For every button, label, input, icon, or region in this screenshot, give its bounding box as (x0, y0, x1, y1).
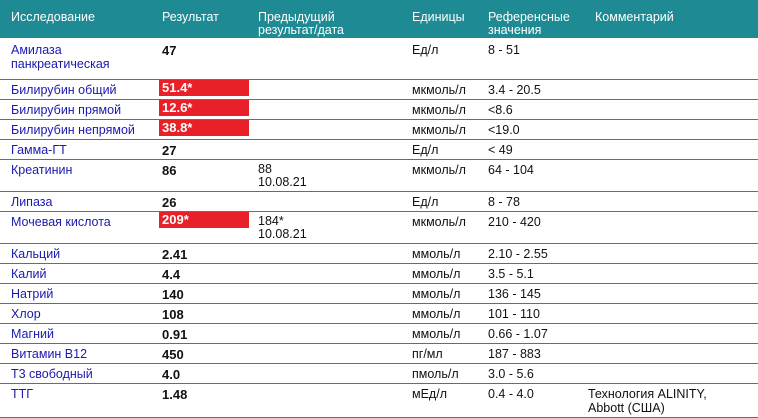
result-value: 26 (162, 195, 177, 210)
test-name-line2: панкреатическая (11, 57, 110, 71)
header-reference-line1: Референсные (488, 10, 570, 24)
header-comment: Комментарий (595, 10, 674, 24)
result-value: 450 (162, 347, 184, 362)
test-name: Липаза (11, 195, 53, 209)
table-row: Магний 0.91 ммоль/л 0.66 - 1.07 (0, 324, 758, 344)
table-header: Исследование Результат Предыдущий резуль… (0, 0, 758, 38)
result-value-flagged: 38.8* (159, 120, 249, 136)
table-row: Калий 4.4 ммоль/л 3.5 - 5.1 (0, 264, 758, 284)
table-row: Т3 свободный 4.0 пмоль/л 3.0 - 5.6 (0, 364, 758, 384)
previous-result: 184* (258, 214, 284, 228)
unit: мкмоль/л (412, 215, 466, 229)
test-name: Билирубин непрямой (11, 123, 135, 137)
unit: пг/мл (412, 347, 443, 361)
reference-range: 3.0 - 5.6 (488, 367, 534, 381)
reference-range: 2.10 - 2.55 (488, 247, 548, 261)
test-name: Гамма-ГТ (11, 143, 67, 157)
header-previous-line1: Предыдущий (258, 10, 335, 24)
table-row: Амилаза панкреатическая 47 Ед/л 8 - 51 (0, 40, 758, 80)
test-name: Кальций (11, 247, 61, 261)
table-row: Билирубин общий 51.4* мкмоль/л 3.4 - 20.5 (0, 80, 758, 100)
result-value: 2.41 (162, 247, 188, 262)
result-value: 140 (162, 287, 184, 302)
header-test: Исследование (11, 10, 95, 24)
unit: мкмоль/л (412, 83, 466, 97)
reference-range: 0.66 - 1.07 (488, 327, 548, 341)
unit: ммоль/л (412, 267, 461, 281)
reference-range: 8 - 51 (488, 43, 520, 57)
header-previous-line2: результат/дата (258, 23, 344, 37)
table-row: Гамма-ГТ 27 Ед/л < 49 (0, 140, 758, 160)
result-value: 108 (162, 307, 184, 322)
test-name: Калий (11, 267, 47, 281)
reference-range: 64 - 104 (488, 163, 534, 177)
unit: пмоль/л (412, 367, 459, 381)
unit: ммоль/л (412, 327, 461, 341)
result-value: 1.48 (162, 387, 188, 402)
result-value-flagged: 209* (159, 212, 249, 228)
header-reference: Референсные значения (488, 11, 570, 37)
unit: мкмоль/л (412, 123, 466, 137)
reference-range: 3.5 - 5.1 (488, 267, 534, 281)
test-name: Витамин В12 (11, 347, 88, 361)
test-name: Креатинин (11, 163, 73, 177)
reference-range: 101 - 110 (488, 307, 540, 321)
reference-range: <8.6 (488, 103, 513, 117)
reference-range: < 49 (488, 143, 513, 157)
result-value: 4.4 (162, 267, 181, 282)
reference-range: 8 - 78 (488, 195, 520, 209)
result-value: 0.91 (162, 327, 188, 342)
previous-date: 10.08.21 (258, 227, 307, 241)
unit: ммоль/л (412, 307, 461, 321)
unit: Ед/л (412, 195, 439, 209)
reference-range: 210 - 420 (488, 215, 541, 229)
table-row: Кальций 2.41 ммоль/л 2.10 - 2.55 (0, 244, 758, 264)
previous-date: 10.08.21 (258, 175, 307, 189)
table-row: ТТГ 1.48 мЕд/л 0.4 - 4.0 Технология ALINITY,… (0, 384, 758, 418)
table-row: Мочевая кислота 209* 184* 10.08.21 мкмоль/л 2… (0, 212, 758, 244)
test-name: ТТГ (11, 387, 34, 401)
result-value-flagged: 12.6* (159, 100, 249, 116)
reference-range: 0.4 - 4.0 (488, 387, 534, 401)
reference-range: 136 - 145 (488, 287, 541, 301)
unit: Ед/л (412, 43, 439, 57)
table-row: Натрий 140 ммоль/л 136 - 145 (0, 284, 758, 304)
unit: мкмоль/л (412, 163, 466, 177)
result-value: 27 (162, 143, 177, 158)
comment-line2: Abbott (США) (588, 401, 665, 415)
header-result: Результат (162, 10, 219, 24)
table-row: Билирубин прямой 12.6* мкмоль/л <8.6 (0, 100, 758, 120)
table-row: Витамин В12 450 пг/мл 187 - 883 (0, 344, 758, 364)
unit: мЕд/л (412, 387, 447, 401)
result-value: 86 (162, 163, 177, 178)
reference-range: <19.0 (488, 123, 520, 137)
test-name: Хлор (11, 307, 41, 321)
header-units: Единицы (412, 10, 465, 24)
previous-result: 88 (258, 162, 272, 176)
table-row: Креатинин 86 88 10.08.21 мкмоль/л 64 - 104 (0, 160, 758, 192)
header-reference-line2: значения (488, 23, 542, 37)
test-name: Натрий (11, 287, 54, 301)
unit: ммоль/л (412, 247, 461, 261)
table-row: Билирубин непрямой 38.8* мкмоль/л <19.0 (0, 120, 758, 140)
header-previous: Предыдущий результат/дата (258, 11, 344, 37)
result-value: 47 (162, 43, 177, 58)
unit: Ед/л (412, 143, 439, 157)
test-name: Мочевая кислота (11, 215, 111, 229)
test-name: Т3 свободный (11, 367, 93, 381)
result-value-flagged: 51.4* (159, 80, 249, 96)
reference-range: 187 - 883 (488, 347, 541, 361)
unit: мкмоль/л (412, 103, 466, 117)
test-name: Билирубин прямой (11, 103, 122, 117)
result-value: 4.0 (162, 367, 181, 382)
table-row: Липаза 26 Ед/л 8 - 78 (0, 192, 758, 212)
test-name: Магний (11, 327, 54, 341)
test-name: Амилаза (11, 43, 62, 57)
table-row: Хлор 108 ммоль/л 101 - 110 (0, 304, 758, 324)
unit: ммоль/л (412, 287, 461, 301)
comment: Технология ALINITY, (588, 387, 707, 401)
test-name: Билирубин общий (11, 83, 117, 97)
reference-range: 3.4 - 20.5 (488, 83, 541, 97)
